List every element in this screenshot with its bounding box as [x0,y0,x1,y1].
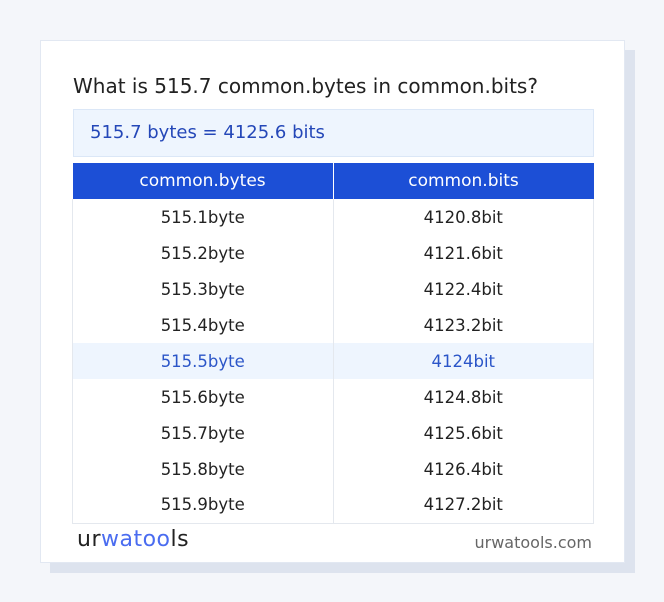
column-header-bytes: common.bytes [72,163,333,199]
column-header-bits: common.bits [332,163,594,199]
table-body: 515.1byte 4120.8bit 515.2byte 4121.6bit 515.… [72,199,594,524]
logo-part: watoo [101,527,171,552]
table-row: 515.6byte 4124.8bit [72,379,594,415]
bytes-cell: 515.4byte [72,307,334,343]
bytes-cell: 515.3byte [72,271,334,307]
bytes-cell: 515.5byte [72,343,334,379]
site-link[interactable]: urwatools.com [474,533,593,552]
bits-cell: 4125.6bit [332,415,594,451]
conversion-table: common.bytes common.bits 515.1byte 4120.8… [72,163,594,524]
bytes-cell: 515.1byte [72,199,334,235]
bits-cell: 4126.4bit [332,451,594,487]
table-row: 515.9byte 4127.2bit [72,487,594,524]
conversion-result: 515.7 bytes = 4125.6 bits [73,109,594,157]
bits-cell: 4121.6bit [332,235,594,271]
table-row: 515.4byte 4123.2bit [72,307,594,343]
bits-cell: 4123.2bit [332,307,594,343]
table-row: 515.8byte 4126.4bit [72,451,594,487]
bytes-cell: 515.8byte [72,451,334,487]
bits-cell: 4127.2bit [332,487,594,524]
conversion-card: What is 515.7 common.bytes in common.bit… [40,40,625,563]
page-title: What is 515.7 common.bytes in common.bit… [73,74,538,98]
table-header-row: common.bytes common.bits [72,163,594,199]
table-row: 515.2byte 4121.6bit [72,235,594,271]
bytes-cell: 515.7byte [72,415,334,451]
logo-part: ls [170,527,190,552]
table-row: 515.7byte 4125.6bit [72,415,594,451]
bits-cell: 4120.8bit [332,199,594,235]
bytes-cell: 515.9byte [72,487,334,524]
table-row: 515.1byte 4120.8bit [72,199,594,235]
table-row: 515.3byte 4122.4bit [72,271,594,307]
urwatools-logo[interactable]: urwatools [77,527,189,552]
logo-part: ur [77,527,101,552]
bytes-cell: 515.2byte [72,235,334,271]
bytes-cell: 515.6byte [72,379,334,415]
bits-cell: 4122.4bit [332,271,594,307]
table-row: 515.5byte 4124bit [72,343,594,379]
bits-cell: 4124.8bit [332,379,594,415]
bits-cell: 4124bit [332,343,594,379]
